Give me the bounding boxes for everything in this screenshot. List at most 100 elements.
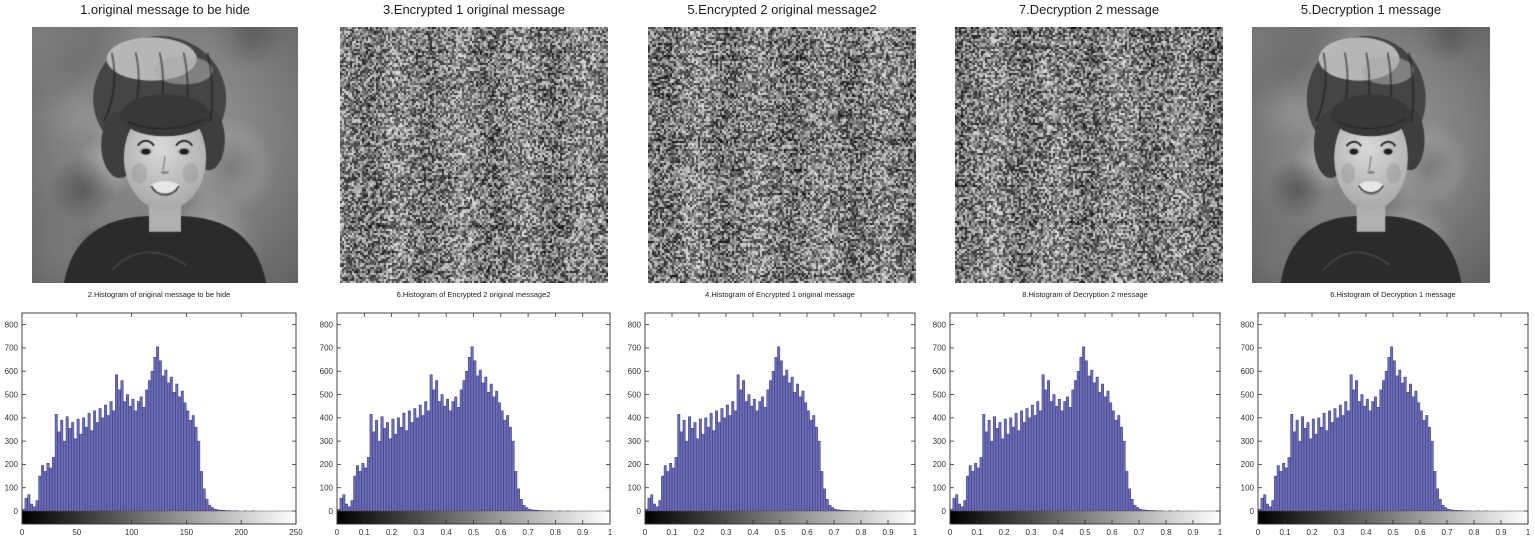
tick-labels: 0 100 200 300 400 500 600 700 800 0 0.1 0.2 0.3 0.4 0.… [320,320,613,537]
histogram-chart: 0 100 200 300 400 500 600 700 800 0 0.1 0.2 0.3 0.4 0.… [1241,312,1531,537]
svg-text:0: 0 [942,507,947,516]
histogram-panel: 8.Histogram of Decryption 2 message 0 100… [918,290,1234,546]
histogram-chart: 0 100 200 300 400 500 600 700 800 0 50 100 150 200 250 [5,312,303,537]
svg-text:1: 1 [608,528,613,537]
svg-text:250: 250 [289,528,303,537]
tick-labels: 0 100 200 300 400 500 600 700 800 0 0.1 0.2 0.3 0.4 0.… [1241,320,1531,537]
svg-text:1: 1 [1218,528,1223,537]
svg-text:300: 300 [5,437,19,446]
image-panel-title: 5.Encrypted 2 original message2 [687,2,877,17]
svg-text:500: 500 [1241,390,1255,399]
svg-text:0: 0 [1250,507,1255,516]
image-panel: 7.Decryption 2 message [915,0,1263,283]
bars-group [644,346,875,512]
tick-marks [949,313,1221,524]
svg-text:0.5: 0.5 [1079,528,1091,537]
svg-text:600: 600 [628,367,642,376]
svg-text:800: 800 [628,320,642,329]
svg-text:0.1: 0.1 [971,528,983,537]
svg-text:0.5: 0.5 [1387,528,1399,537]
svg-text:0: 0 [14,507,19,516]
image-panel: 1.original message to be hide [0,0,338,283]
svg-text:800: 800 [5,320,19,329]
svg-text:800: 800 [1241,320,1255,329]
svg-text:600: 600 [5,367,19,376]
svg-text:0: 0 [20,528,25,537]
svg-text:0.9: 0.9 [1187,528,1199,537]
svg-text:0.8: 0.8 [550,528,562,537]
bars-group [21,346,255,512]
svg-text:0.2: 0.2 [998,528,1010,537]
histogram-panel: 6.Histogram of Decryption 1 message 0 100… [1226,290,1535,546]
tick-marks [21,313,297,524]
svg-text:300: 300 [628,437,642,446]
svg-text:400: 400 [320,414,334,423]
svg-text:0.6: 0.6 [1414,528,1426,537]
svg-text:200: 200 [1241,460,1255,469]
svg-text:800: 800 [933,320,947,329]
svg-text:0.2: 0.2 [1306,528,1318,537]
svg-text:200: 200 [235,528,249,537]
histogram-title: 6.Histogram of Encrypted 2 original mess… [396,290,551,299]
tick-labels: 0 100 200 300 400 500 600 700 800 0 0.1 0.2 0.3 0.4 0.… [933,320,1223,537]
svg-text:400: 400 [1241,414,1255,423]
image-panel-title: 3.Encrypted 1 original message [382,2,566,17]
svg-text:300: 300 [1241,437,1255,446]
svg-text:800: 800 [320,320,334,329]
svg-text:700: 700 [628,344,642,353]
svg-text:100: 100 [5,484,19,493]
svg-text:700: 700 [933,344,947,353]
svg-text:300: 300 [933,437,947,446]
svg-text:0.7: 0.7 [1441,528,1453,537]
svg-text:100: 100 [1241,484,1255,493]
image-canvas [340,27,608,283]
svg-text:0.5: 0.5 [468,528,480,537]
image-panel-title: 1.original message to be hide [80,2,250,17]
svg-text:300: 300 [320,437,334,446]
histogram-title: 8.Histogram of Decryption 2 message [1022,290,1148,299]
grayscale-colorbar [21,510,297,525]
svg-text:1: 1 [913,528,918,537]
image-panel-title: 7.Decryption 2 message [1018,2,1160,17]
image-panel: 3.Encrypted 1 original message [300,0,648,283]
tick-marks [336,313,611,524]
image-canvas [1252,27,1490,283]
svg-text:0.5: 0.5 [774,528,786,537]
svg-text:600: 600 [933,367,947,376]
svg-text:0.9: 0.9 [1495,528,1507,537]
svg-text:100: 100 [320,484,334,493]
svg-text:0.4: 0.4 [747,528,759,537]
histogram-title: 6.Histogram of Decryption 1 message [1330,290,1456,299]
svg-text:100: 100 [933,484,947,493]
svg-text:0: 0 [335,528,340,537]
svg-text:200: 200 [933,460,947,469]
svg-text:0.8: 0.8 [1468,528,1480,537]
svg-text:200: 200 [320,460,334,469]
image-panel: 5.Encrypted 2 original message2 [608,0,956,283]
svg-text:100: 100 [628,484,642,493]
svg-text:0.1: 0.1 [359,528,371,537]
svg-text:0.3: 0.3 [720,528,732,537]
svg-text:100: 100 [125,528,139,537]
histogram-chart: 0 100 200 300 400 500 600 700 800 0 0.1 0.2 0.3 0.4 0.… [933,312,1223,537]
histogram-panel: 2.Histogram of original message to be hi… [0,290,310,546]
svg-text:0.6: 0.6 [495,528,507,537]
svg-text:0: 0 [948,528,953,537]
svg-text:0: 0 [329,507,334,516]
svg-text:700: 700 [1241,344,1255,353]
histogram-chart: 0 100 200 300 400 500 600 700 800 0 0.1 0.2 0.3 0.4 0.… [628,312,918,537]
bars-group [949,346,1180,512]
svg-text:0: 0 [637,507,642,516]
svg-text:200: 200 [5,460,19,469]
svg-text:0.7: 0.7 [828,528,840,537]
svg-text:600: 600 [320,367,334,376]
svg-text:400: 400 [628,414,642,423]
tick-labels: 0 100 200 300 400 500 600 700 800 0 0.1 0.2 0.3 0.4 0.… [628,320,918,537]
histogram-panel: 6.Histogram of Encrypted 2 original mess… [305,290,624,546]
svg-text:0.2: 0.2 [386,528,398,537]
svg-text:0.3: 0.3 [1333,528,1345,537]
svg-text:0: 0 [643,528,648,537]
svg-text:400: 400 [933,414,947,423]
svg-text:0.9: 0.9 [882,528,894,537]
